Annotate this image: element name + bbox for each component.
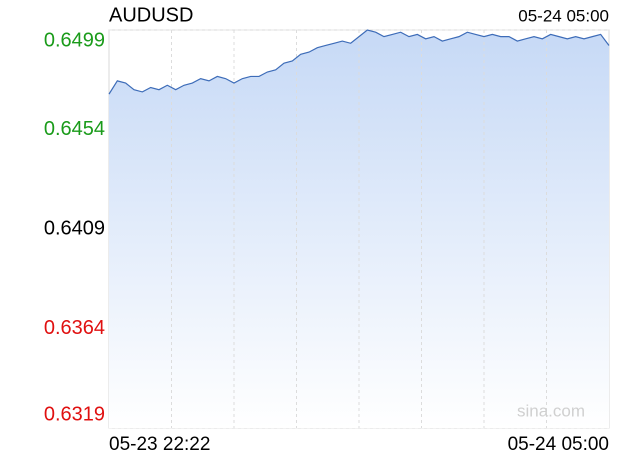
y-tick-label: 0.6499 bbox=[44, 29, 105, 51]
x-tick-label: 05-23 22:22 bbox=[109, 434, 210, 455]
y-tick-label: 0.6319 bbox=[44, 403, 105, 425]
y-tick-label: 0.6409 bbox=[44, 217, 105, 239]
price-line bbox=[108, 29, 610, 95]
watermark: sina.com bbox=[517, 401, 585, 420]
chart-title: AUDUSD bbox=[109, 4, 193, 26]
x-tick-label: 05-24 05:00 bbox=[508, 434, 609, 455]
timestamp: 05-24 05:00 bbox=[518, 6, 609, 25]
y-tick-label: 0.6364 bbox=[44, 317, 105, 339]
y-tick-label: 0.6454 bbox=[44, 118, 105, 140]
